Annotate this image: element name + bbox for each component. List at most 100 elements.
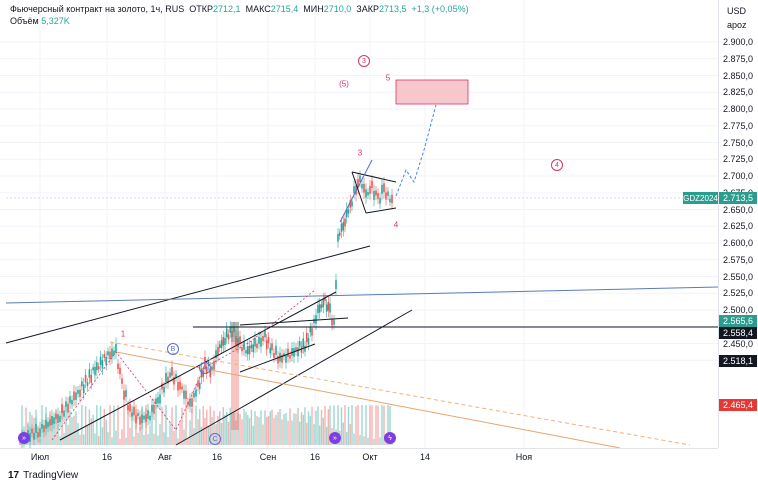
candle-body [127,405,129,411]
trendline-orange[interactable] [109,341,691,446]
price-tick: 2.775,0 [722,120,753,131]
wave-label-3[interactable]: 3 [357,148,363,158]
candle-body [344,218,346,227]
volume-bar [243,408,245,445]
candle-body [377,193,379,200]
projection-path[interactable] [395,104,437,197]
volume-bar [365,405,367,445]
volume-bar [117,405,119,445]
volume-bar [149,425,151,445]
wedge-channel-left[interactable] [339,159,373,223]
candle-body [264,330,266,338]
wave-label-c-circle[interactable]: C [209,433,221,445]
wave-label-1[interactable]: 1 [120,329,126,339]
volume-bar [375,405,377,445]
tradingview-logo[interactable]: 17 TradingView [8,470,78,481]
volume-bar [311,406,313,445]
candle-body [92,367,94,371]
last-price-label: 2.713,5 [719,192,757,204]
candle-body [133,406,135,416]
lightning-event-marker[interactable]: ϟ [384,432,396,444]
volume-bar [204,418,206,445]
volume-bar [315,410,317,445]
flag-top[interactable] [239,317,349,326]
candle-body [33,432,35,440]
candle-body [213,361,215,370]
price-chart[interactable] [0,0,718,448]
wave-label-4[interactable]: 4 [393,220,399,230]
time-axis[interactable]: Июл 16 Авг 16 Сен 16 Окт 14 Ноя [0,448,718,467]
candle-body [41,423,43,429]
wedge-bottom[interactable] [365,207,397,214]
drawings[interactable] [5,79,718,448]
wave-label-a-circle[interactable]: A [199,362,211,374]
event-marker-1[interactable]: » [18,432,30,444]
candle-body [135,415,137,424]
volume-bar [53,416,55,445]
candle-body [265,340,268,350]
volume-bar [325,426,328,445]
chart-area[interactable]: Фьючерсный контракт на золото, 1ч, RUS О… [0,0,718,448]
volume-bar [159,423,161,445]
candle-body [86,382,89,386]
highlight-zone-top[interactable] [231,322,239,342]
price-tick: 2.550,0 [722,271,753,282]
candle-body [317,304,319,314]
flag-bottom[interactable] [239,343,316,373]
candle-body [322,299,325,308]
price-label-line: 2.558,4 [719,327,757,339]
candle-body [369,185,371,194]
candle-body [381,184,383,194]
trendline-lower[interactable] [5,245,371,344]
time-tick: Окт [362,452,378,462]
trendline-blue[interactable] [5,286,718,304]
wedge-side[interactable] [351,171,367,214]
volume-bar [129,427,131,445]
candle-body [183,390,185,399]
candle-body [69,396,71,404]
volume-bar [65,406,67,445]
scale-mode-label[interactable]: apoz [727,20,747,30]
candle-body [59,415,61,423]
volume-bar [75,411,77,445]
volume-bar [307,411,310,445]
volume-bar [98,435,100,445]
volume-bar [269,411,271,445]
candle-body [258,336,260,344]
currency-label[interactable]: USD [727,6,747,16]
candle-body [79,389,81,397]
target-zone-box[interactable] [395,79,469,105]
wave-label-5[interactable]: 5 [385,73,391,83]
candle-body [293,348,295,357]
volume-bar [320,409,323,445]
wave-label-b-circle[interactable]: B [167,343,179,355]
price-axis[interactable]: USD apoz 2.900,0 2.875,0 2.850,0 2.825,0 2.8… [718,0,758,448]
channel-upper[interactable] [59,291,337,441]
wave-label-3-circle[interactable]: 3 [358,55,370,67]
volume-bar [241,419,243,445]
volume-bar [183,429,185,445]
wave-label-5-paren[interactable]: (5) [339,79,349,89]
candle-body [177,382,179,391]
channel-lower[interactable] [175,309,413,446]
volume-bar [295,413,297,445]
candle-body [153,404,155,414]
candle-body [71,399,73,405]
candle-body [239,336,241,344]
candle-body [191,398,193,407]
volume-bar [133,436,135,445]
wedge-top[interactable] [351,171,397,183]
candle-body [305,332,308,342]
event-marker-2[interactable]: » [329,432,341,444]
candle-body [204,356,206,366]
wave-label-4-circle[interactable]: 4 [551,159,563,171]
wave-path[interactable] [51,289,316,441]
candle-body [353,186,355,193]
highlight-zone[interactable] [231,322,239,430]
volume-bar [279,408,281,445]
candle-body [313,318,315,324]
price-tick: 2.900,0 [722,37,753,47]
volume-bar [327,409,330,445]
volume-bar [317,406,319,445]
time-tick: 16 [211,452,223,462]
